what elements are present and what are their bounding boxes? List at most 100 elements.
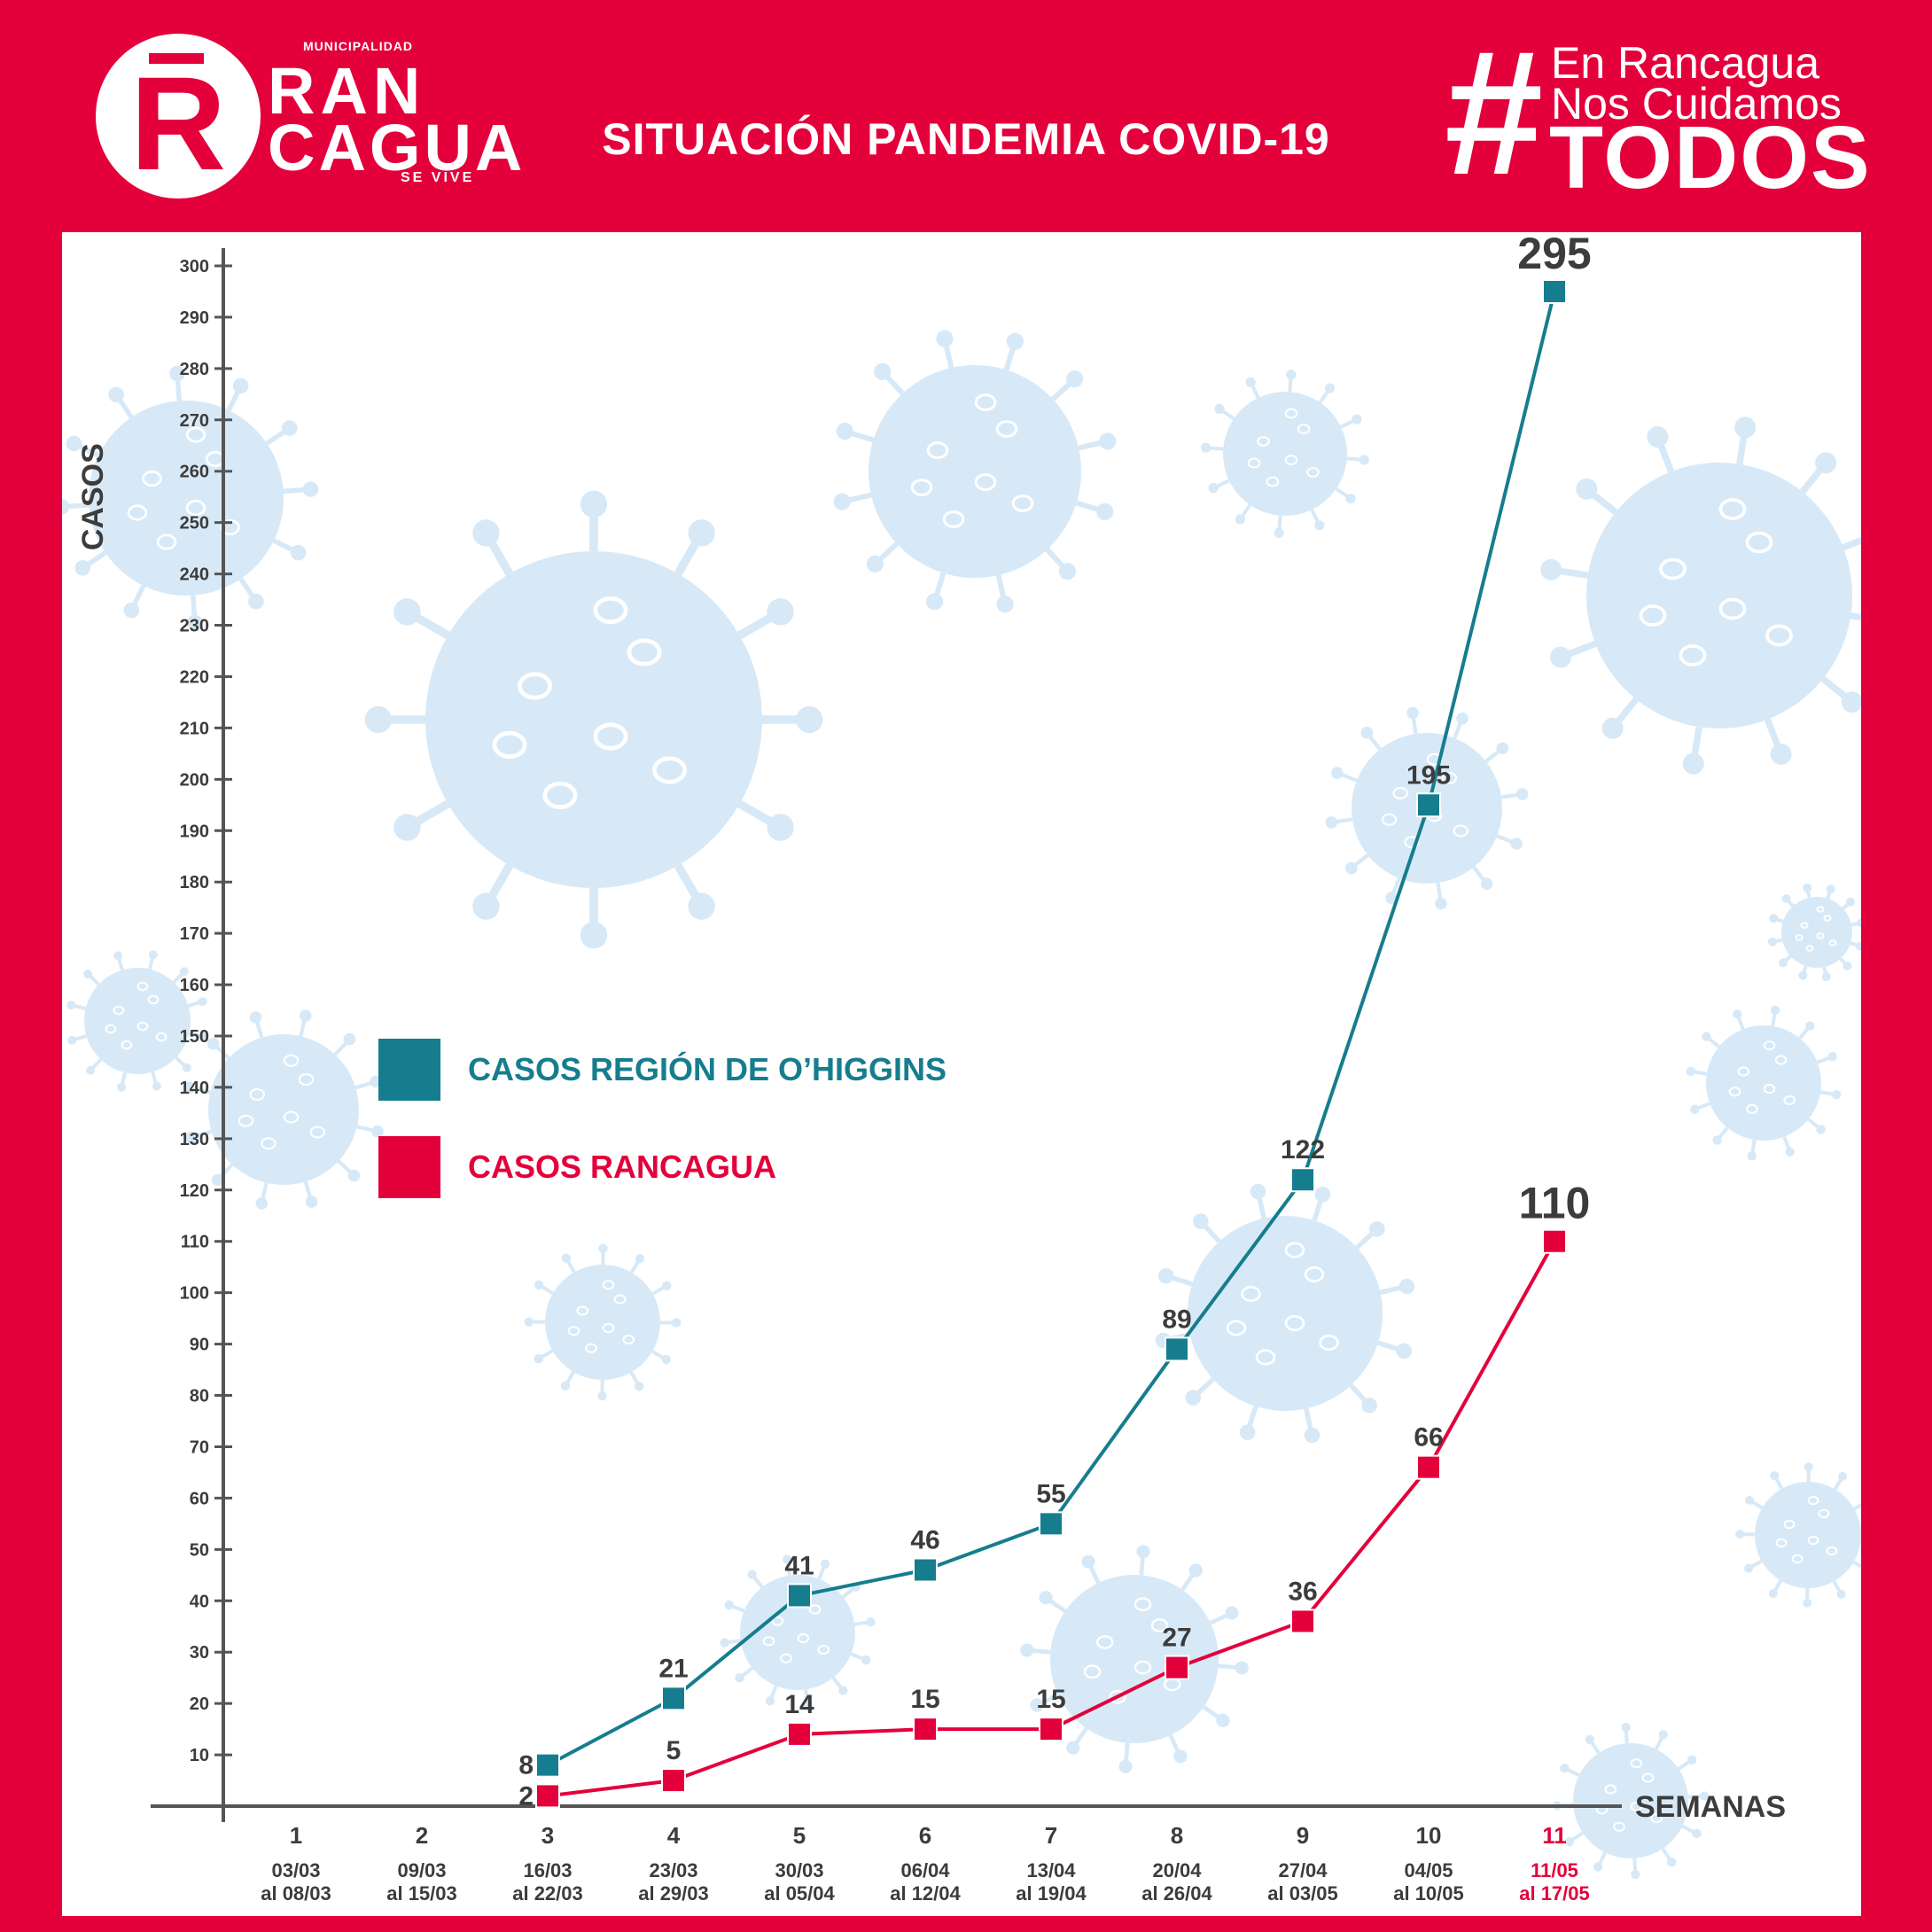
- data-point-marker: [1542, 1228, 1567, 1254]
- y-tick-label: 50: [190, 1540, 209, 1560]
- virus-spike-tip: [767, 814, 794, 841]
- virus-spike: [1850, 612, 1861, 621]
- y-tick-label: 180: [180, 873, 209, 892]
- virus-dot: [1392, 786, 1408, 800]
- virus-spike-tip: [836, 423, 853, 440]
- virus-body: [89, 401, 284, 596]
- y-tick-label: 220: [180, 667, 209, 687]
- virus-spike-tip: [1747, 1150, 1757, 1161]
- page-title: SITUACIÓN PANDEMIA COVID-19: [602, 114, 1330, 164]
- data-point-marker: [1542, 278, 1567, 304]
- virus-spike-tip: [1855, 941, 1861, 951]
- virus-spike-tip: [1550, 646, 1572, 668]
- virus-spike-tip: [281, 420, 298, 436]
- virus-dot: [127, 504, 148, 521]
- data-label: 36: [1288, 1577, 1317, 1606]
- virus-spike-tip: [1345, 493, 1356, 504]
- x-tick-date-end: al 03/05: [1267, 1882, 1338, 1905]
- virus-dot: [1011, 495, 1034, 512]
- virus-body: [425, 551, 762, 888]
- virus-spike-tip: [1173, 1749, 1188, 1764]
- virus-spike-tip: [74, 560, 91, 576]
- virus-spike-tip: [1325, 816, 1338, 829]
- virus-spike-tip: [861, 1655, 871, 1665]
- virus-spike-tip: [1785, 1147, 1795, 1157]
- virus-icon: [1767, 883, 1861, 982]
- virus-icon: [720, 1554, 876, 1710]
- virus-dot: [797, 1632, 810, 1644]
- x-tick-date-start: 04/05: [1404, 1859, 1453, 1881]
- data-point-marker: [913, 1717, 938, 1742]
- virus-dot: [1679, 644, 1707, 666]
- virus-spike-tip: [524, 1317, 534, 1327]
- virus-spike-tip: [838, 1686, 848, 1695]
- virus-icon: [183, 1009, 384, 1210]
- x-tick-date-start: 06/04: [900, 1859, 950, 1881]
- virus-body: [208, 1034, 359, 1185]
- data-label: 195: [1406, 760, 1451, 790]
- virus-spike-tip: [1692, 1828, 1702, 1839]
- virus-dot: [1641, 1772, 1655, 1783]
- virus-dot: [283, 1110, 300, 1124]
- virus-dot: [492, 730, 527, 760]
- virus-spike-tip: [1096, 502, 1114, 520]
- data-point-marker: [661, 1768, 686, 1794]
- virus-dot: [593, 722, 628, 751]
- data-label: 110: [1519, 1179, 1591, 1228]
- virus-spike-tip: [1836, 1589, 1846, 1599]
- virus-spike-tip: [1331, 767, 1344, 779]
- virus-dot: [1319, 1334, 1339, 1352]
- data-label: 55: [1036, 1479, 1065, 1508]
- virus-spike-tip: [472, 519, 500, 547]
- virus-dot: [1381, 813, 1398, 826]
- virus-spike-tip: [1406, 706, 1419, 720]
- virus-spike-tip: [249, 1011, 262, 1024]
- virus-icon: [1155, 1183, 1415, 1444]
- virus-spike-tip: [343, 1032, 356, 1046]
- virus-spike-tip: [1768, 1589, 1778, 1599]
- virus-dot: [105, 1024, 117, 1034]
- data-point-marker: [787, 1583, 812, 1609]
- virus-dot: [298, 1072, 315, 1087]
- virus-spike-tip: [1779, 958, 1788, 968]
- virus-spike-tip: [560, 1381, 571, 1391]
- virus-spike-tip: [1235, 514, 1246, 525]
- virus-spike-tip: [1214, 403, 1225, 415]
- virus-body: [1586, 463, 1852, 728]
- virus-spike-tip: [1735, 1530, 1745, 1539]
- data-label: 2: [518, 1781, 534, 1811]
- virus-spike-tip: [634, 1382, 644, 1391]
- data-label: 66: [1414, 1423, 1443, 1453]
- virus-spike-tip: [1699, 1791, 1710, 1801]
- data-point-marker: [535, 1752, 560, 1778]
- y-tick-label: 140: [180, 1079, 209, 1098]
- y-tick-label: 260: [180, 463, 209, 482]
- virus-spike-tip: [1030, 1698, 1044, 1712]
- virus-spike-tip: [1827, 1052, 1837, 1062]
- virus-dot: [1783, 1095, 1796, 1106]
- virus-spike-tip: [1770, 743, 1792, 765]
- data-label: 21: [658, 1654, 688, 1683]
- virus-body: [740, 1575, 855, 1690]
- virus-spike-tip: [1250, 1183, 1266, 1200]
- virus-dot: [1650, 1812, 1663, 1824]
- virus-dot: [1816, 932, 1825, 939]
- virus-spike-tip: [305, 1196, 318, 1208]
- virus-spike-tip: [83, 970, 93, 979]
- virus-spike-tip: [936, 330, 954, 347]
- y-tick-label: 270: [180, 411, 209, 431]
- virus-spike-tip: [302, 481, 319, 497]
- virus-spike-tip: [1857, 918, 1861, 928]
- virus-dot: [974, 393, 997, 411]
- y-tick-label: 240: [180, 565, 209, 585]
- virus-spike-tip: [185, 1131, 198, 1144]
- virus-spike-tip: [1398, 1278, 1415, 1295]
- virus-dot: [147, 994, 160, 1005]
- y-tick-label: 300: [180, 257, 209, 277]
- virus-spike-tip: [803, 1701, 813, 1710]
- virus-dot: [136, 981, 149, 992]
- virus-spike-tip: [1826, 884, 1835, 894]
- virus-spike-tip: [1369, 1221, 1385, 1237]
- virus-icon: [364, 490, 823, 949]
